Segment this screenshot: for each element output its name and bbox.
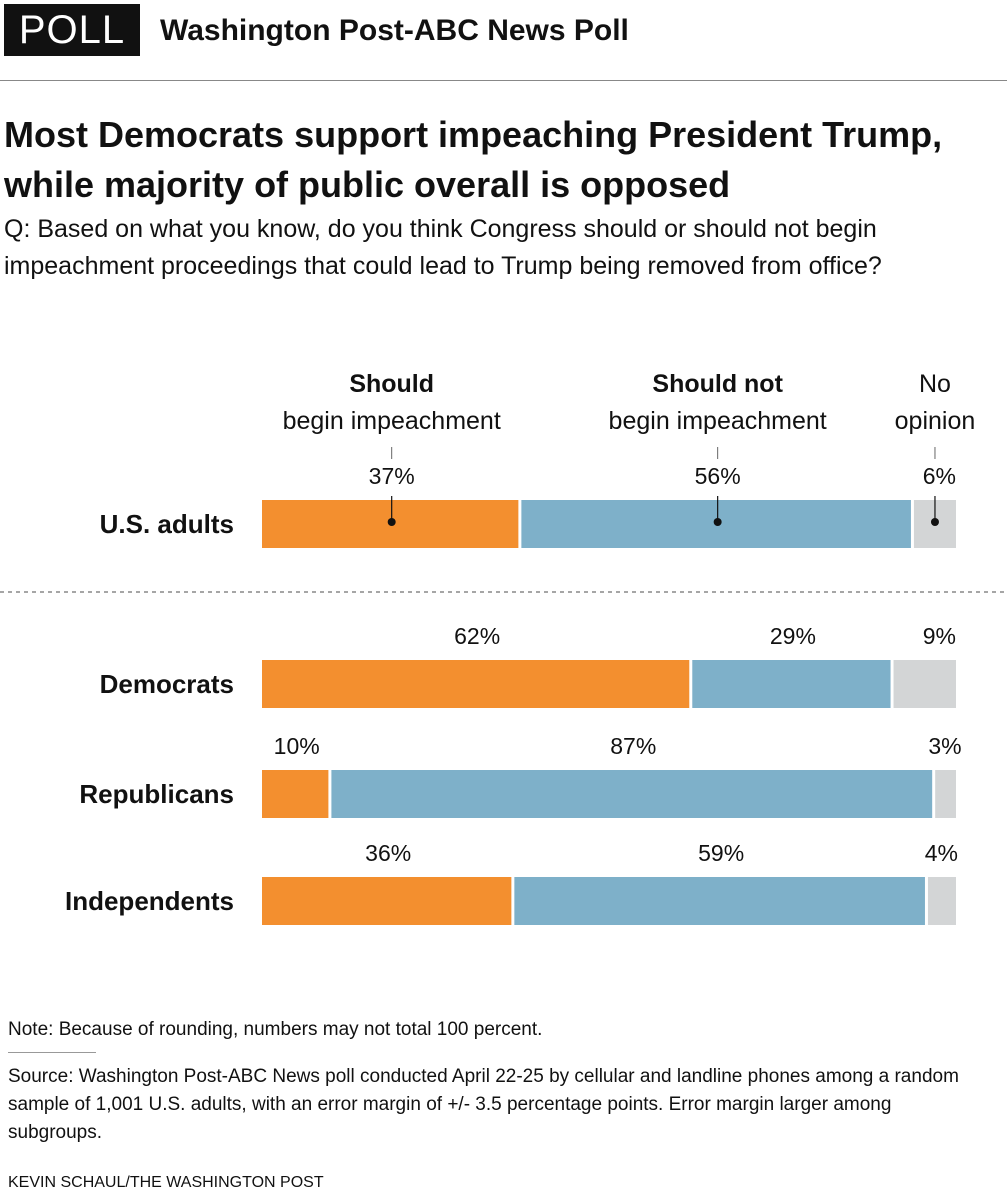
poll-badge: POLL: [4, 4, 140, 56]
row-label-u-s-adults: U.S. adults: [100, 509, 234, 539]
credit-line: KEVIN SCHAUL/THE WASHINGTON POST: [8, 1174, 324, 1191]
connector-dot-should: [387, 518, 396, 526]
bar-republicans-should: [262, 770, 329, 818]
value-label-republicans-no-opinion: 3%: [928, 733, 961, 759]
legend-sublabel-should-not: begin impeachment: [609, 407, 827, 435]
value-label-democrats-no-opinion: 9%: [923, 623, 956, 649]
legend-label-should: Should: [349, 370, 434, 398]
row-label-independents: Independents: [65, 886, 234, 916]
legend-label-no-opinion-line2: opinion: [895, 407, 976, 435]
legend-label-no-opinion: No: [919, 370, 951, 398]
value-label-republicans-should-not: 87%: [610, 733, 656, 759]
bar-republicans-should-not: [331, 770, 933, 818]
bar-republicans-no-opinion: [935, 770, 956, 818]
legend-label-should-not: Should not: [652, 370, 783, 398]
value-label-u-s-adults-should: 37%: [369, 463, 415, 489]
header-divider: [0, 80, 1007, 81]
value-label-independents-no-opinion: 4%: [925, 840, 958, 866]
row-label-democrats: Democrats: [100, 669, 234, 699]
bar-democrats-should-not: [692, 660, 891, 708]
poll-name: Washington Post-ABC News Poll: [160, 14, 629, 47]
note-divider: [8, 1052, 96, 1053]
value-label-republicans-should: 10%: [274, 733, 320, 759]
value-label-u-s-adults-no-opinion: 6%: [923, 463, 956, 489]
legend-sublabel-should: begin impeachment: [283, 407, 501, 435]
value-label-independents-should: 36%: [365, 840, 411, 866]
connector-dot-should-not: [713, 518, 722, 526]
value-label-independents-should-not: 59%: [698, 840, 744, 866]
rounding-note: Note: Because of rounding, numbers may n…: [8, 1019, 543, 1040]
row-label-republicans: Republicans: [79, 779, 234, 809]
value-label-democrats-should: 62%: [454, 623, 500, 649]
connector-dot-no-opinion: [930, 518, 939, 526]
bar-democrats-no-opinion: [893, 660, 956, 708]
bar-independents-should-not: [514, 877, 925, 925]
headline: Most Democrats support impeaching Presid…: [4, 114, 943, 205]
source-note: Source: Washington Post-ABC News poll co…: [8, 1066, 959, 1143]
bar-democrats-should: [262, 660, 690, 708]
bar-independents-should: [262, 877, 512, 925]
value-label-u-s-adults-should-not: 56%: [695, 463, 741, 489]
question-text: Q: Based on what you know, do you think …: [4, 215, 882, 280]
bar-independents-no-opinion: [927, 877, 956, 925]
value-label-democrats-should-not: 29%: [770, 623, 816, 649]
stacked-bar-chart: Should begin impeachment Should not begin i…: [0, 370, 1007, 925]
